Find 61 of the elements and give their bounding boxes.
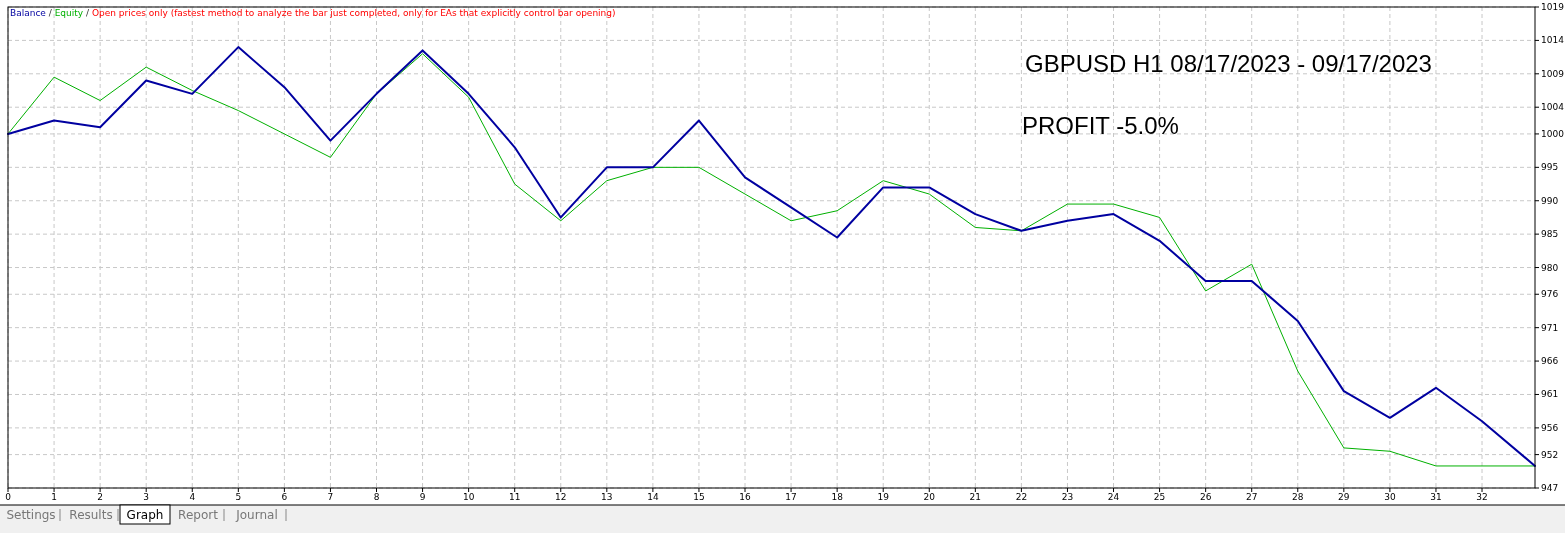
y-tick-label: 995: [1541, 162, 1559, 173]
x-tick-label: 7: [327, 492, 334, 502]
x-tick-label: 22: [1015, 492, 1028, 502]
annotation: GBPUSD H1 08/17/2023 - 09/17/2023: [1025, 50, 1432, 77]
annotation: PROFIT -5.0%: [1022, 112, 1179, 139]
y-tick-label: 966: [1541, 356, 1559, 367]
x-tick-label: 4: [189, 492, 196, 502]
x-tick-label: 25: [1153, 492, 1166, 502]
x-tick-label: 11: [508, 492, 521, 502]
text: Report: [178, 508, 219, 522]
x-tick-label: 9: [419, 492, 426, 502]
y-tick-label: 961: [1541, 389, 1559, 400]
x-tick-label: 29: [1338, 492, 1350, 502]
text: Equity: [54, 8, 84, 18]
y-tick-label: 1014: [1541, 35, 1565, 46]
y-tick-label: 1000: [1541, 128, 1565, 139]
x-tick-label: 17: [785, 492, 797, 502]
x-tick-label: 21: [969, 492, 982, 502]
x-tick-label: 15: [693, 492, 705, 502]
y-tick-label: 947: [1541, 483, 1559, 493]
x-tick-label: 28: [1292, 492, 1304, 502]
y-tick-label: 956: [1541, 422, 1559, 433]
text: /: [86, 8, 90, 18]
y-tick-label: 976: [1541, 289, 1559, 300]
text: Results: [69, 508, 113, 522]
x-tick-label: 6: [281, 492, 288, 502]
text: Settings: [6, 508, 56, 522]
text: Journal: [235, 508, 278, 522]
x-tick-label: 8: [373, 492, 380, 502]
x-tick-label: 12: [555, 492, 567, 502]
text: Balance: [10, 8, 47, 18]
y-tick-label: 1009: [1541, 68, 1565, 79]
y-tick-label: 952: [1541, 449, 1559, 460]
y-tick-label: 1019: [1541, 2, 1565, 12]
x-tick-label: 18: [831, 492, 844, 502]
x-tick-label: 32: [1476, 492, 1488, 502]
x-tick-label: 31: [1430, 492, 1442, 502]
x-tick-label: 26: [1199, 492, 1212, 502]
x-tick-label: 23: [1061, 492, 1074, 502]
x-tick-label: 13: [601, 492, 613, 502]
x-tick-label: 1: [51, 492, 57, 502]
x-tick-label: 24: [1107, 492, 1120, 502]
x-tick-label: 5: [235, 492, 242, 502]
x-tick-label: 20: [923, 492, 936, 502]
y-tick-label: 990: [1541, 195, 1559, 206]
x-tick-label: 27: [1245, 492, 1258, 502]
x-tick-label: 10: [462, 492, 475, 502]
y-tick-label: 1004: [1541, 102, 1565, 113]
annotation: /: [45, 8, 55, 18]
text: Graph: [126, 508, 164, 522]
x-tick-label: 19: [877, 492, 890, 502]
x-tick-label: 0: [5, 492, 12, 502]
y-tick-label: 971: [1541, 322, 1559, 333]
y-tick-label: 980: [1541, 262, 1559, 273]
x-tick-label: 16: [739, 492, 752, 502]
x-tick-label: 2: [97, 492, 103, 502]
annotation: Open prices only (fastest method to analyze the bar just completed, only for EAs that explicitly control bar opening): [91, 8, 616, 18]
x-tick-label: 14: [647, 492, 659, 502]
x-tick-label: 3: [143, 492, 150, 502]
x-tick-label: 30: [1384, 492, 1396, 502]
y-tick-label: 985: [1541, 229, 1559, 240]
